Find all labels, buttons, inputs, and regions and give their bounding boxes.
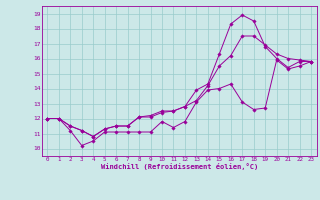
X-axis label: Windchill (Refroidissement éolien,°C): Windchill (Refroidissement éolien,°C)	[100, 163, 258, 170]
